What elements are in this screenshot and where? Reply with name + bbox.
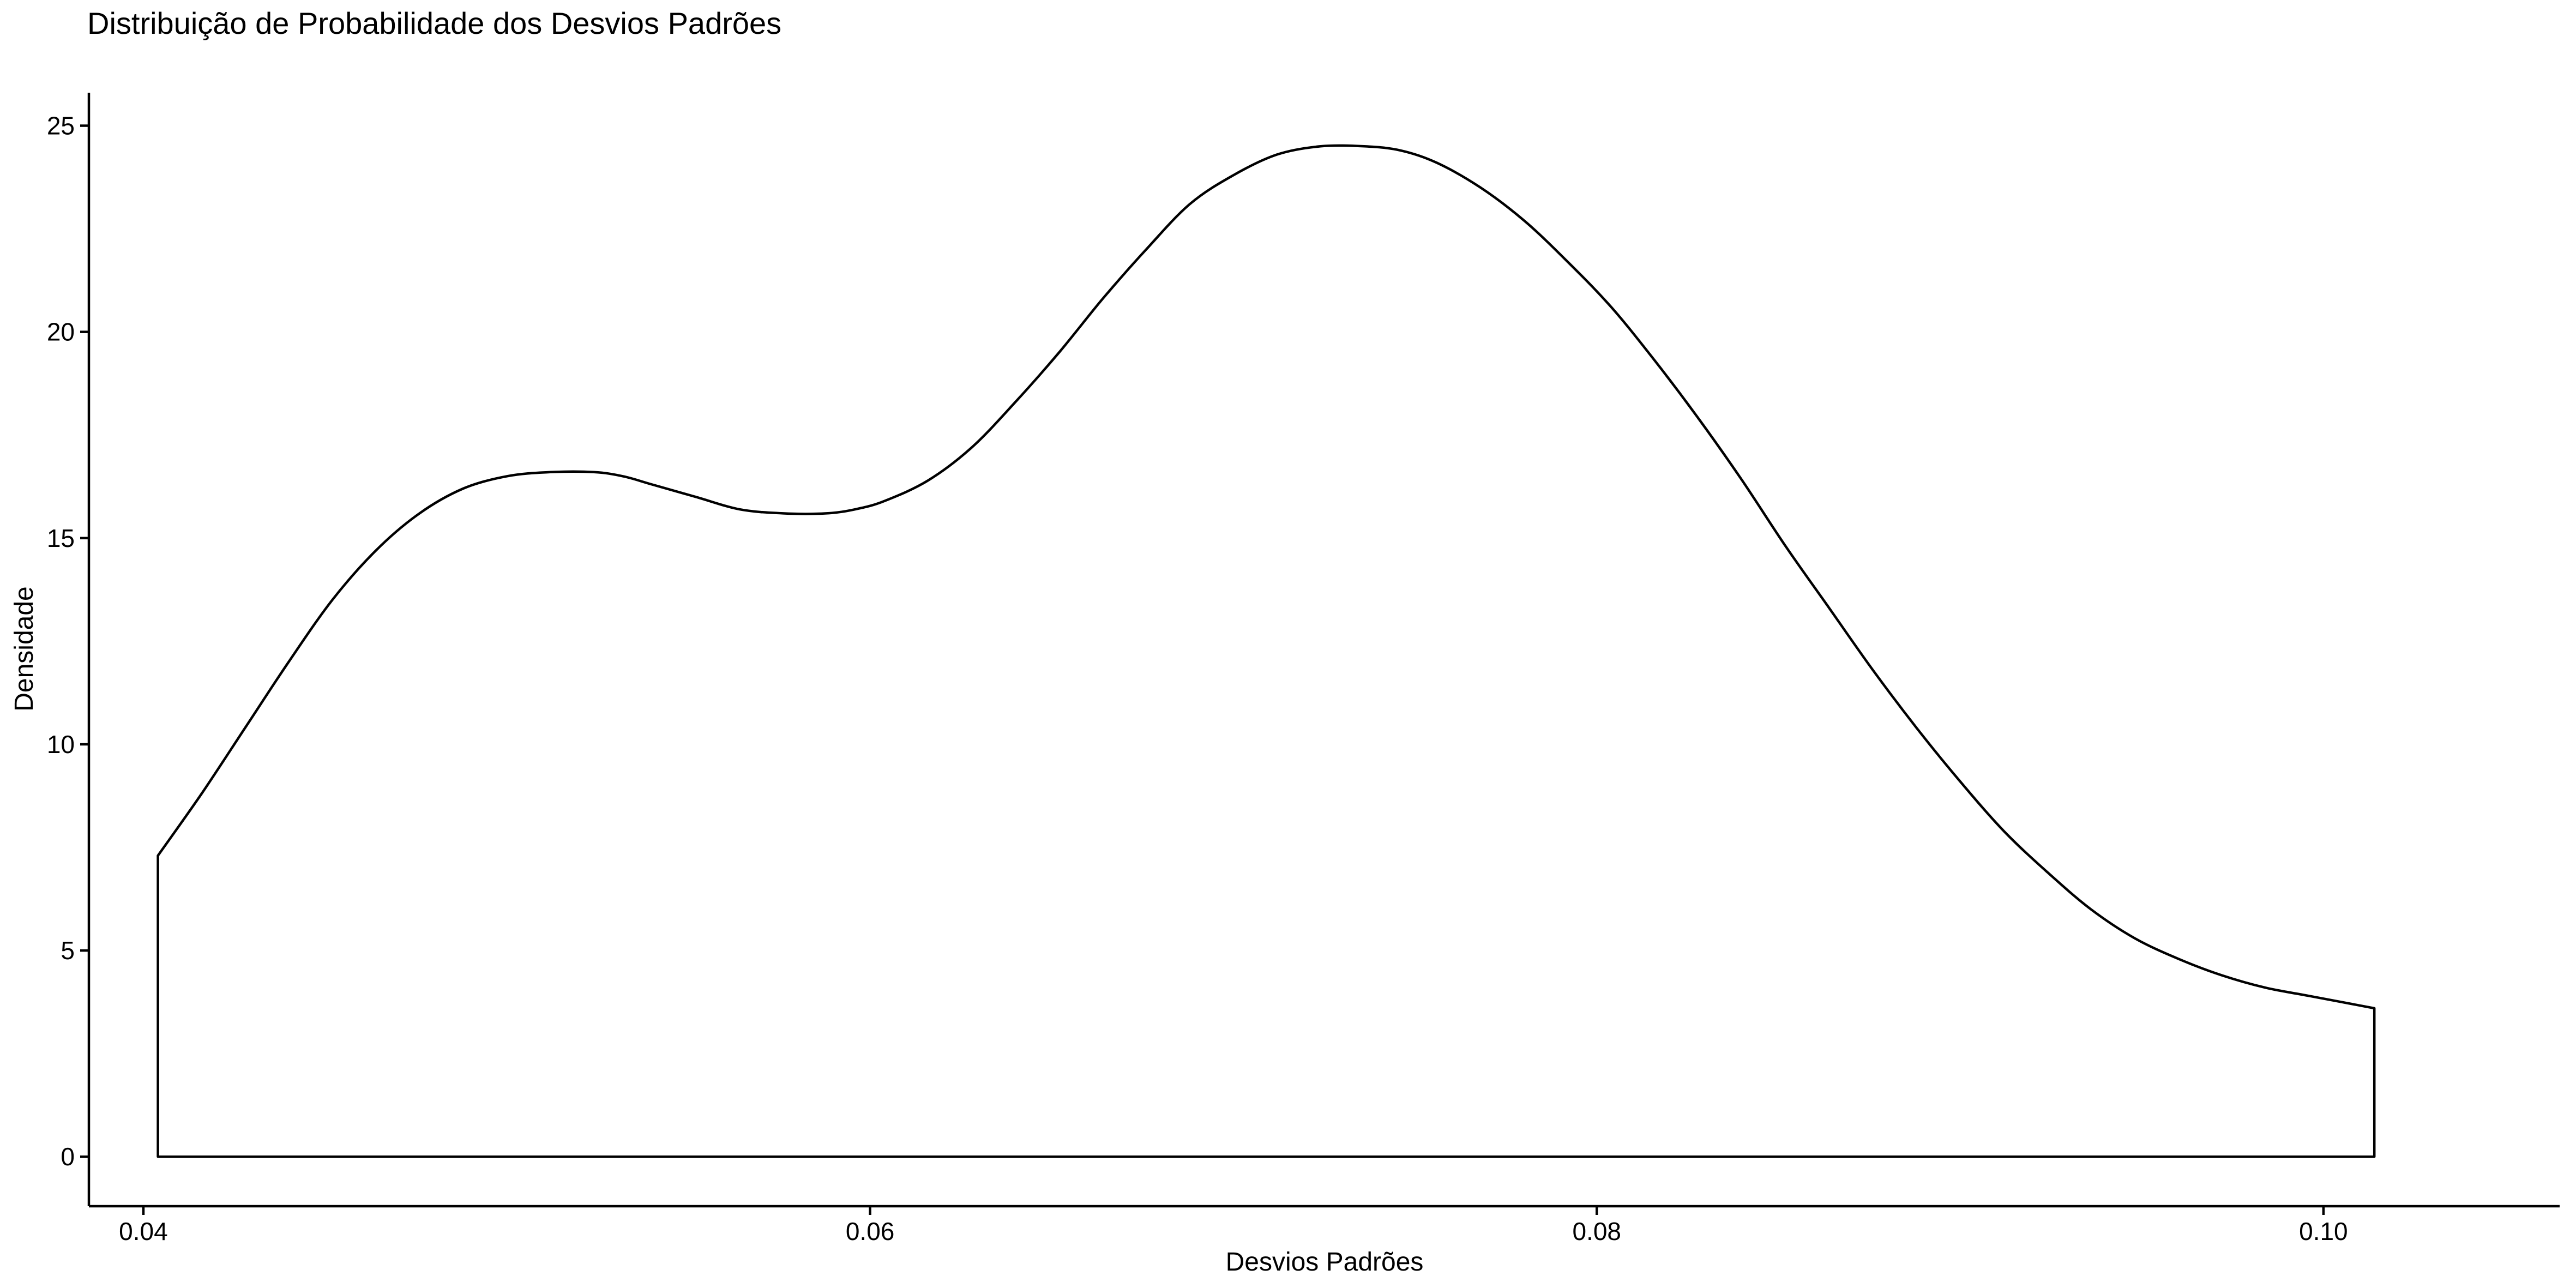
x-tick-label: 0.06: [846, 1217, 895, 1245]
y-tick-label: 0: [61, 1142, 75, 1171]
x-axis-ticks: 0.04 0.06 0.08 0.10: [119, 1206, 2348, 1245]
chart-title: Distribuição de Probabilidade dos Desvio…: [87, 6, 781, 40]
y-tick-label: 20: [47, 318, 75, 346]
x-tick-label: 0.08: [1572, 1217, 1621, 1245]
plot-area: [157, 144, 2376, 1158]
x-tick-label: 0.04: [119, 1217, 168, 1245]
y-axis-ticks: 0 5 10 15 20 25: [47, 112, 89, 1171]
x-axis-title: Desvios Padrões: [1226, 1248, 1424, 1277]
y-tick-label: 25: [47, 112, 75, 140]
y-tick-label: 15: [47, 524, 75, 552]
density-curve: [157, 144, 2376, 1158]
y-tick-label: 5: [61, 936, 75, 965]
y-axis-title: Densidade: [10, 586, 39, 712]
y-tick-label: 10: [47, 730, 75, 759]
x-tick-label: 0.10: [2299, 1217, 2348, 1245]
